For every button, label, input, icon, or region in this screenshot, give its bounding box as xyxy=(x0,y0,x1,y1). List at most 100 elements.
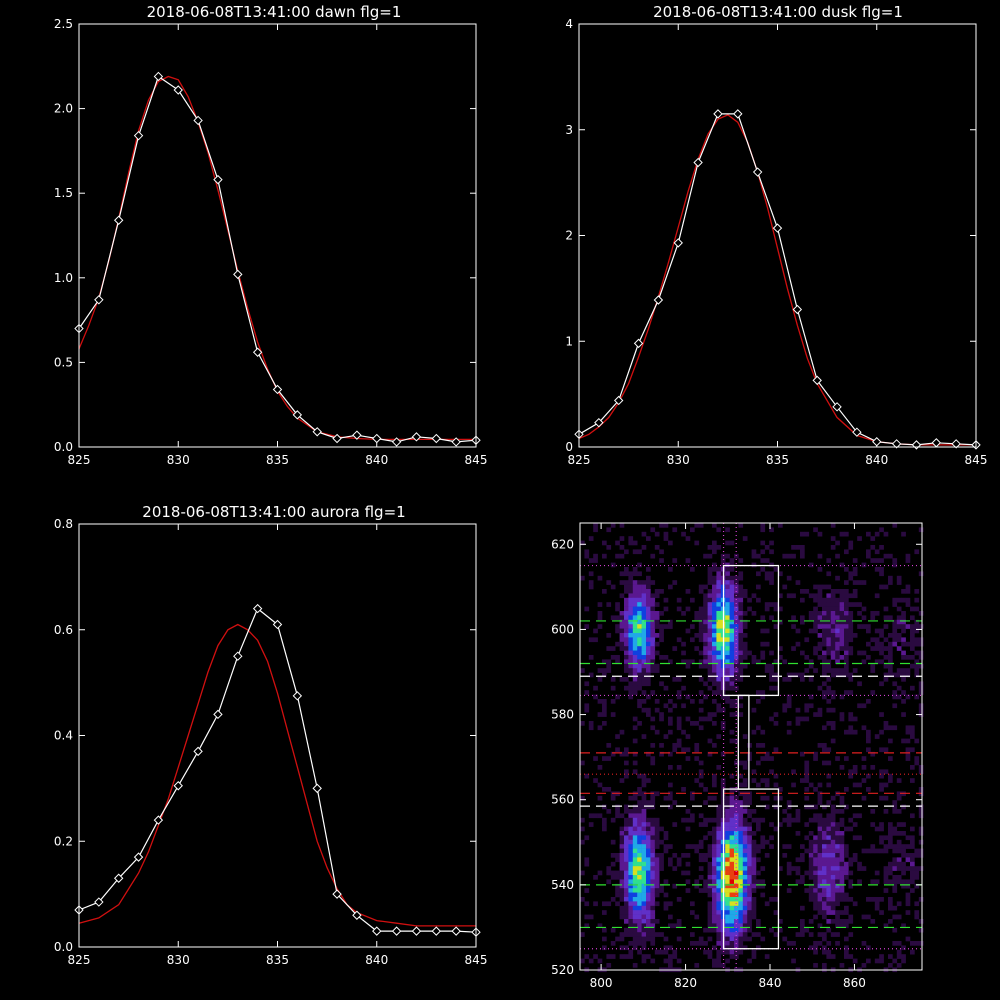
heatmap-cell xyxy=(641,905,647,911)
heatmap-cell xyxy=(707,914,713,920)
heatmap-cell xyxy=(698,769,704,775)
heatmap-cell xyxy=(844,936,849,942)
heatmap-cell xyxy=(659,853,664,858)
dawn-plot-frame xyxy=(78,23,477,448)
heatmap-cell xyxy=(738,853,744,858)
heatmap-cell xyxy=(813,857,818,863)
heatmap-cell xyxy=(584,901,590,907)
heatmap-cell xyxy=(694,523,700,528)
heatmap-cell xyxy=(597,765,603,770)
heatmap-cell xyxy=(654,633,660,638)
heatmap-cell xyxy=(804,795,810,801)
heatmap-cell xyxy=(641,901,647,907)
heatmap-cell xyxy=(606,963,612,968)
heatmap-cell xyxy=(588,725,594,731)
heatmap-cell xyxy=(782,659,788,665)
heatmap-cell xyxy=(852,668,858,673)
dusk-x-tick-label: 835 xyxy=(766,453,789,467)
heatmap-cell xyxy=(769,822,774,827)
heatmap-cell xyxy=(628,919,634,924)
heatmap-cell xyxy=(751,549,757,555)
heatmap-cell xyxy=(822,637,827,643)
heatmap-cell xyxy=(663,703,669,709)
heatmap-cell xyxy=(861,765,867,770)
heatmap-cell xyxy=(624,831,629,836)
heatmap-cell xyxy=(822,857,827,863)
heatmap-cell xyxy=(852,593,858,599)
heatmap-cell xyxy=(641,817,647,823)
heatmap-cell xyxy=(804,769,810,775)
heatmap-cell xyxy=(632,844,638,849)
heatmap-cell xyxy=(778,787,783,792)
aurora-data-point xyxy=(372,926,382,936)
heatmap-cell xyxy=(870,848,876,854)
heatmap-cell xyxy=(786,804,792,810)
heatmap-cell xyxy=(747,795,752,801)
heatmap-cell xyxy=(901,848,906,854)
heatmap-cell xyxy=(676,738,682,744)
heatmap-cell xyxy=(738,606,744,612)
heatmap-cell xyxy=(892,641,898,647)
heatmap-cell xyxy=(654,844,660,849)
heatmap-cell xyxy=(764,641,770,647)
heatmap-cell xyxy=(641,778,647,783)
heatmap-cell xyxy=(707,545,713,550)
heatmap-cell xyxy=(610,646,616,651)
heatmap-cell xyxy=(879,826,884,832)
heatmap-cell xyxy=(602,707,607,713)
heatmap-cell xyxy=(712,619,717,625)
heatmap-cell xyxy=(839,923,845,929)
heatmap-cell xyxy=(742,826,748,832)
heatmap-cell xyxy=(751,553,757,559)
heatmap-cell xyxy=(848,954,854,959)
heatmap-cell xyxy=(795,932,801,937)
heatmap-cell xyxy=(830,637,836,643)
aurora-data-point xyxy=(272,619,283,630)
heatmap-cell xyxy=(910,747,915,753)
heatmap-cell xyxy=(888,738,893,744)
heatmap-cell xyxy=(883,879,889,885)
heatmap-cell xyxy=(650,527,656,533)
heatmap-cell xyxy=(896,844,902,849)
heatmap-cell xyxy=(892,633,898,638)
heatmap-cell xyxy=(804,787,810,792)
heatmap-cell xyxy=(685,747,691,753)
heatmap-cell xyxy=(676,677,682,682)
heatmap-cell xyxy=(742,822,748,827)
heatmap-cell xyxy=(712,853,717,858)
heatmap-cell xyxy=(764,839,770,845)
heatmap-cell xyxy=(896,624,902,629)
heatmap-cell xyxy=(588,571,594,577)
heatmap-cell xyxy=(892,958,898,964)
heatmap-cell xyxy=(813,751,818,757)
heatmap-cell xyxy=(760,817,766,823)
heatmap-cell xyxy=(646,751,651,757)
heatmap-cell xyxy=(866,738,871,744)
heatmap-cell xyxy=(760,778,766,783)
heatmap-cell xyxy=(703,888,708,893)
heatmap-cell xyxy=(874,734,880,739)
heatmap-cell xyxy=(716,905,722,911)
heatmap-cell xyxy=(747,800,752,805)
heatmap-cell xyxy=(637,646,642,651)
heatmap-cell xyxy=(685,853,691,858)
heatmap-cell xyxy=(804,778,810,783)
heatmap-cell xyxy=(879,848,884,854)
heatmap-cell xyxy=(707,668,713,673)
heatmap-cell xyxy=(734,892,739,898)
heatmap-cell xyxy=(830,839,836,845)
heatmap-cell xyxy=(888,835,893,841)
heatmap-cell xyxy=(650,580,656,585)
heatmap-cell xyxy=(773,897,779,902)
heatmap-cell xyxy=(773,782,779,788)
heatmap-cell xyxy=(901,531,906,537)
heatmap-cell xyxy=(918,650,924,656)
heatmap-cell xyxy=(808,919,814,924)
heatmap-cell xyxy=(610,562,616,568)
heatmap-cell xyxy=(650,655,656,660)
heatmap-cell xyxy=(584,773,590,779)
heatmap-cell xyxy=(883,782,889,788)
heatmap-cell xyxy=(918,809,924,814)
heatmap-cell xyxy=(786,870,792,876)
heatmap-cell xyxy=(764,558,770,563)
